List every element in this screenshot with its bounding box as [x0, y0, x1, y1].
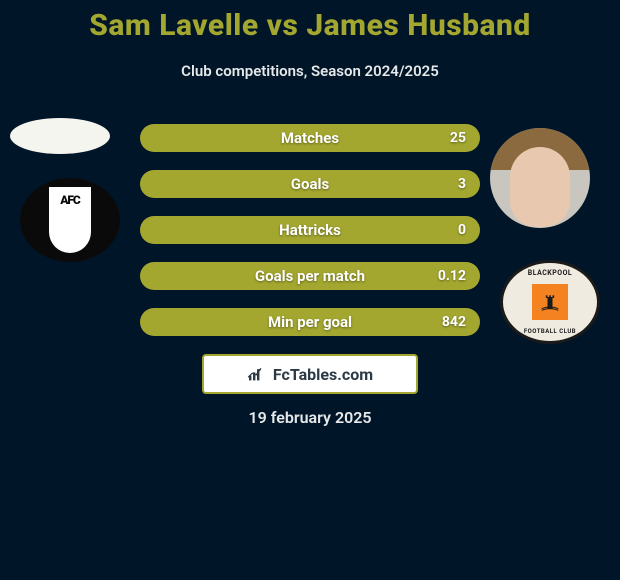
stat-bar-value: 25 [450, 124, 466, 152]
watermark: FcTables.com [202, 354, 418, 394]
stat-bar-value: 0 [458, 216, 466, 244]
stat-bars: Matches25 Goals3 Hattricks0 Goals per match… [140, 124, 480, 354]
stat-bar-label: Hattricks [140, 216, 480, 244]
club-right-crest-top: BLACKPOOL [528, 269, 572, 277]
club-right-crest: BLACKPOOL FOOTBALL CLUB [500, 260, 600, 344]
club-right-crest-inner [532, 284, 568, 320]
watermark-text: FcTables.com [273, 365, 373, 384]
date-label: 19 february 2025 [0, 408, 620, 427]
stat-bar: Goals3 [140, 170, 480, 198]
club-left-crest: AFC [20, 178, 120, 262]
subtitle: Club competitions, Season 2024/2025 [0, 62, 620, 80]
player-right-avatar [490, 128, 590, 228]
stat-bar-value: 3 [458, 170, 466, 198]
stat-bar-label: Goals [140, 170, 480, 198]
club-left-crest-text: AFC [49, 187, 91, 253]
club-right-crest-bottom: FOOTBALL CLUB [524, 328, 576, 335]
stat-bar: Min per goal842 [140, 308, 480, 336]
page-title: Sam Lavelle vs James Husband [0, 8, 620, 43]
player-right-face [510, 147, 570, 227]
stat-bar-label: Matches [140, 124, 480, 152]
stat-bar: Matches25 [140, 124, 480, 152]
tower-icon [540, 292, 560, 312]
bar-chart-icon [247, 366, 267, 382]
stat-bar-value: 0.12 [438, 262, 466, 290]
stat-bar-value: 842 [442, 308, 466, 336]
comparison-infographic: Sam Lavelle vs James Husband Club compet… [0, 0, 620, 580]
stat-bar: Goals per match0.12 [140, 262, 480, 290]
stat-bar-label: Goals per match [140, 262, 480, 290]
stat-bar-label: Min per goal [140, 308, 480, 336]
stat-bar: Hattricks0 [140, 216, 480, 244]
player-left-avatar [10, 118, 110, 154]
